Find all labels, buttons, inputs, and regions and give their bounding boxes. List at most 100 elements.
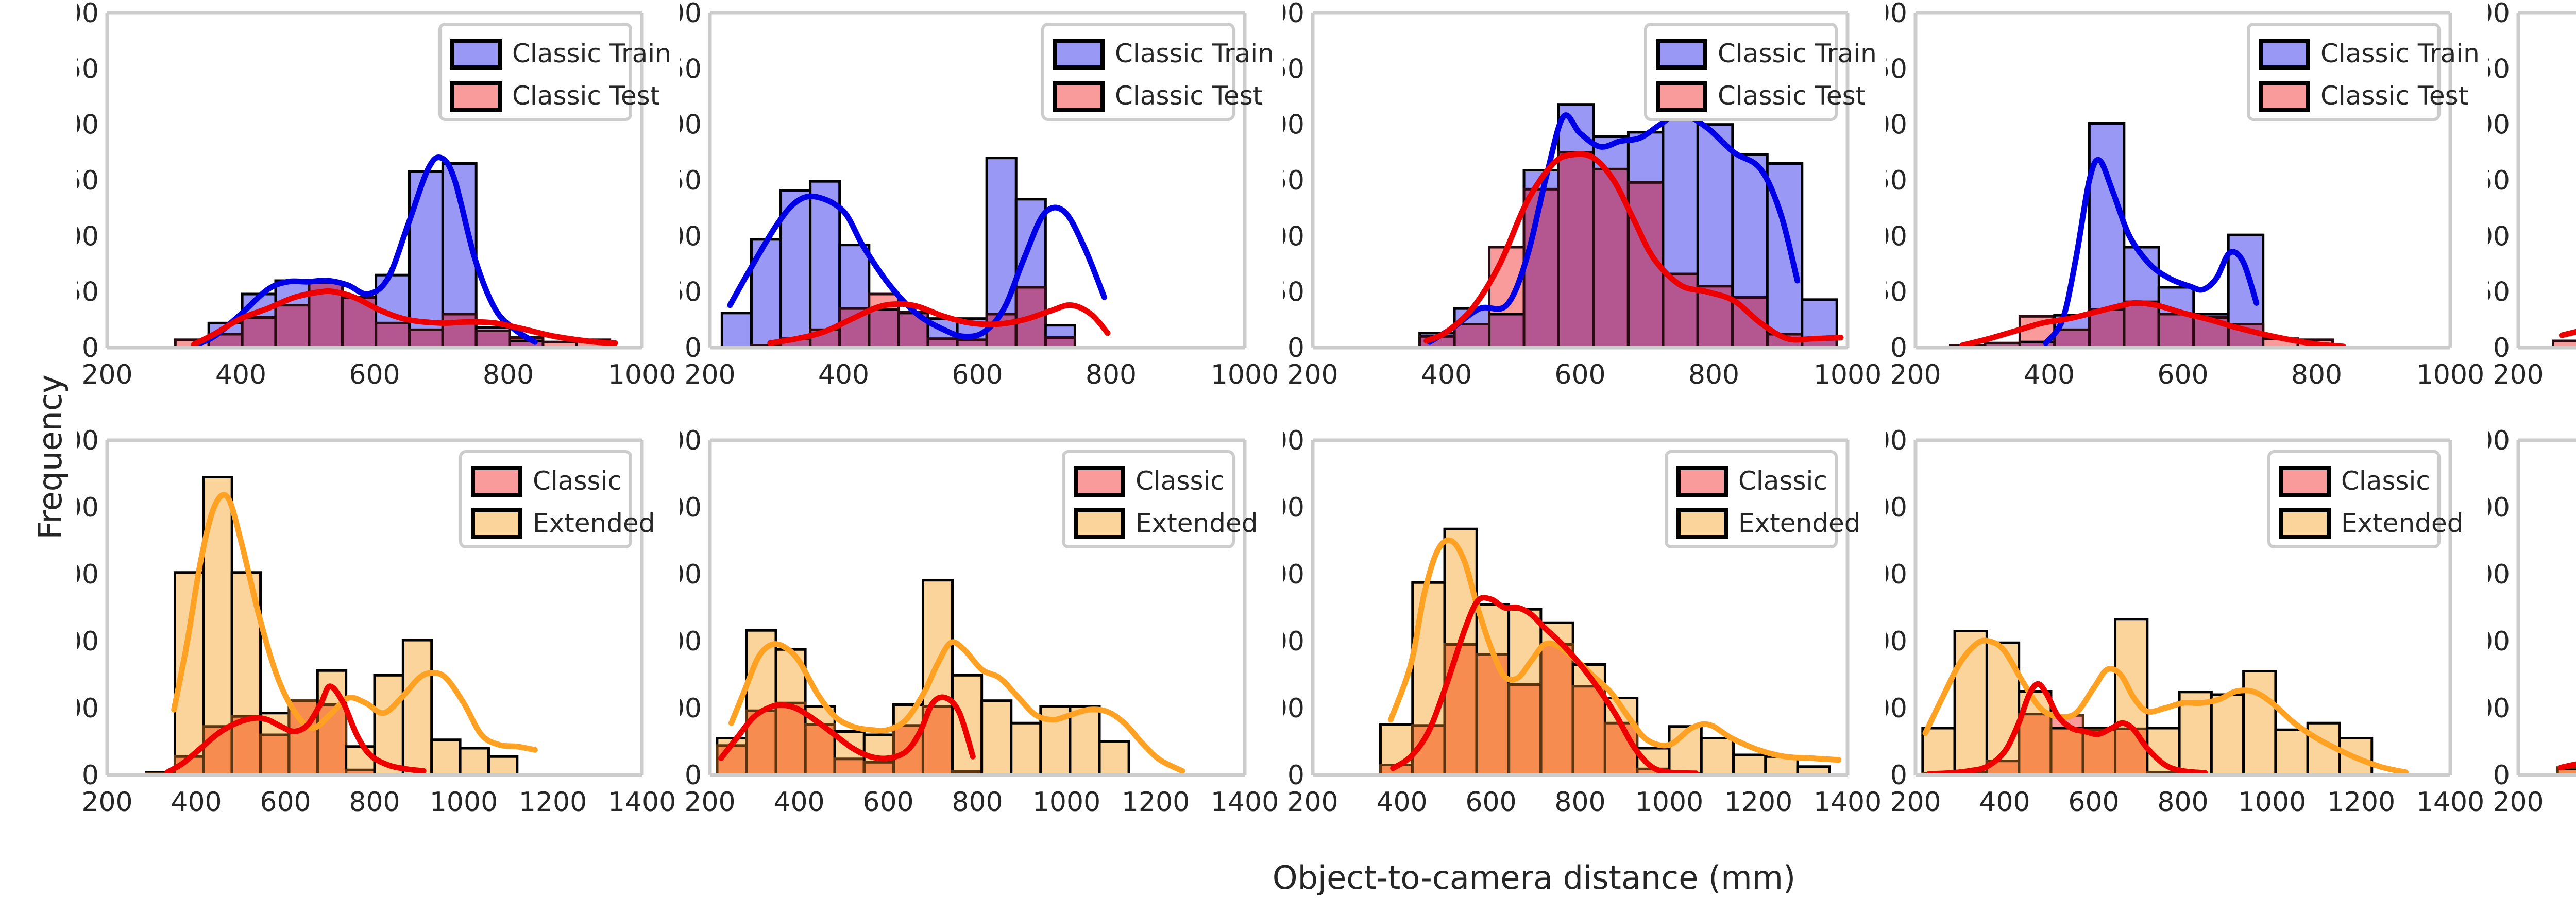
y-tick-label: 800 — [680, 492, 702, 523]
x-tick-label: 200 — [684, 359, 735, 390]
subplot-bottom-4: 0200400600800100020040060080010001200140… — [1886, 427, 2484, 818]
legend-label: Classic — [533, 466, 622, 496]
legend-label: Extended — [1738, 508, 1860, 538]
subplot-top-4: 0 50 100 150 200 250 300 200 400 600 800 1000 Classi… — [1886, 0, 2484, 390]
y-tick-label: 150 — [77, 165, 99, 196]
x-tick-label: 1200 — [519, 787, 587, 818]
y-tick-label: 300 — [680, 0, 702, 29]
x-tick-label: 800 — [1554, 787, 1605, 818]
legend-swatch — [2259, 39, 2310, 70]
legend-swatch — [1053, 81, 1105, 112]
y-tick-label: 600 — [1886, 559, 1907, 590]
x-tick-label: 1000 — [1635, 787, 1703, 818]
legend-swatch — [1676, 508, 1728, 539]
legend-swatch — [471, 508, 522, 539]
histogram-bar — [1099, 741, 1129, 775]
legend-top-3: Classic Train Classic Test — [1644, 23, 1877, 121]
kde-curve — [727, 193, 1108, 340]
y-tick-label: 250 — [2488, 54, 2510, 84]
histogram-bar-overlap — [2159, 314, 2194, 348]
histogram-bar — [2211, 695, 2244, 775]
y-tick-label: 50 — [1886, 277, 1907, 308]
histogram-bar-outline — [2551, 339, 2576, 348]
y-tick-label: 800 — [2488, 492, 2510, 523]
y-tick-label: 1000 — [77, 427, 99, 456]
y-tick-label: 0 — [1890, 760, 1907, 791]
y-tick-label: 300 — [77, 0, 99, 29]
histogram-bar-overlap — [2089, 309, 2124, 348]
histogram-bar-overlap — [1558, 152, 1594, 348]
x-tick-label: 1000 — [2238, 787, 2306, 818]
y-tick-label: 0 — [1287, 760, 1304, 791]
kde-curve — [728, 639, 1185, 774]
subplot-top-5: 0501001502002503002004006008001000Classi… — [2488, 0, 2576, 390]
histogram-bar-overlap — [346, 770, 375, 775]
histogram-bar-outline — [1044, 336, 1076, 348]
legend-swatch — [1053, 39, 1105, 70]
legend-label: Classic — [1136, 466, 1225, 496]
x-tick-label: 1000 — [1211, 359, 1279, 390]
kde-curve — [191, 154, 538, 348]
histogram-bar-overlap — [242, 317, 276, 348]
legend-swatch — [450, 81, 502, 112]
histogram-bar-overlap — [1573, 686, 1605, 775]
y-tick-label: 0 — [685, 760, 702, 791]
histogram-bar-overlap — [776, 703, 806, 775]
histogram-bar-overlap — [1454, 324, 1489, 348]
histogram-bar — [952, 675, 982, 772]
histogram-bar — [981, 700, 1011, 775]
histogram-bar — [409, 171, 443, 330]
histogram-bar-overlap — [476, 331, 510, 348]
y-tick-label: 0 — [685, 333, 702, 364]
y-tick-label: 250 — [1886, 54, 1907, 84]
y-tick-label: 150 — [2488, 165, 2510, 196]
legend-label: Classic Test — [2320, 81, 2468, 111]
legend-bottom-2: Classic Extended — [1062, 450, 1258, 548]
histogram-bar — [2228, 235, 2263, 324]
histogram-bar-overlap — [275, 305, 309, 348]
histogram-bar — [1011, 723, 1041, 775]
y-tick-label: 250 — [680, 54, 702, 84]
histogram-bar — [1955, 631, 1987, 772]
x-tick-label: 600 — [862, 787, 913, 818]
histogram-bar-overlap — [2054, 330, 2090, 348]
histogram-bar — [722, 313, 752, 348]
histogram-bar — [1987, 643, 2019, 761]
histogram-bar — [1701, 738, 1734, 775]
histogram-bar — [1663, 116, 1698, 274]
kde-curve — [1390, 595, 1699, 775]
y-tick-label: 200 — [77, 110, 99, 141]
histogram-bar-outline — [1098, 740, 1130, 775]
histogram-bar-outline — [401, 639, 433, 775]
y-tick-label: 600 — [680, 559, 702, 590]
y-tick-label: 400 — [1283, 626, 1304, 657]
legend-label: Classic Train — [1115, 39, 1274, 68]
legend-label: Classic — [1738, 466, 1827, 496]
y-tick-label: 0 — [82, 760, 99, 791]
y-tick-label: 300 — [1283, 0, 1304, 29]
x-tick-label: 800 — [1688, 359, 1739, 390]
x-tick-label: 200 — [2493, 787, 2544, 818]
y-tick-label: 50 — [77, 277, 99, 308]
y-tick-label: 50 — [680, 277, 702, 308]
x-tick-label: 400 — [773, 787, 824, 818]
kde-curve — [1959, 300, 2346, 348]
histogram-bar-overlap — [2083, 730, 2115, 775]
histogram-bar-outline — [2338, 737, 2374, 775]
legend-bottom-3: Classic Extended — [1665, 450, 1860, 548]
y-tick-label: 600 — [2488, 559, 2510, 590]
histogram-bar-overlap — [1509, 684, 1541, 775]
histogram-bar — [1922, 728, 1955, 773]
plot-area-top-1 — [174, 154, 618, 348]
x-tick-label: 400 — [215, 359, 266, 390]
plot-area-bottom-2 — [716, 579, 1185, 775]
y-tick-label: 150 — [1283, 165, 1304, 196]
histogram-bar — [776, 649, 806, 703]
histogram-bar — [203, 477, 232, 727]
figure-y-axis-label: Frequency — [31, 374, 69, 540]
y-tick-label: 600 — [1283, 559, 1304, 590]
x-tick-label: 1400 — [608, 787, 676, 818]
histogram-bar — [543, 342, 577, 348]
x-tick-label: 400 — [818, 359, 869, 390]
histogram-bar — [1045, 325, 1075, 338]
